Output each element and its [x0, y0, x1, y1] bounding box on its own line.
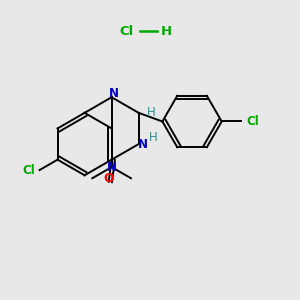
Text: N: N: [138, 138, 148, 151]
Text: O: O: [103, 172, 114, 185]
Text: H: H: [147, 106, 155, 119]
Text: Cl: Cl: [246, 115, 259, 128]
Text: Cl: Cl: [119, 25, 133, 38]
Text: Cl: Cl: [22, 164, 34, 177]
Text: N: N: [109, 87, 119, 100]
Text: H: H: [161, 25, 172, 38]
Text: N: N: [106, 160, 117, 174]
Text: H: H: [148, 131, 157, 144]
